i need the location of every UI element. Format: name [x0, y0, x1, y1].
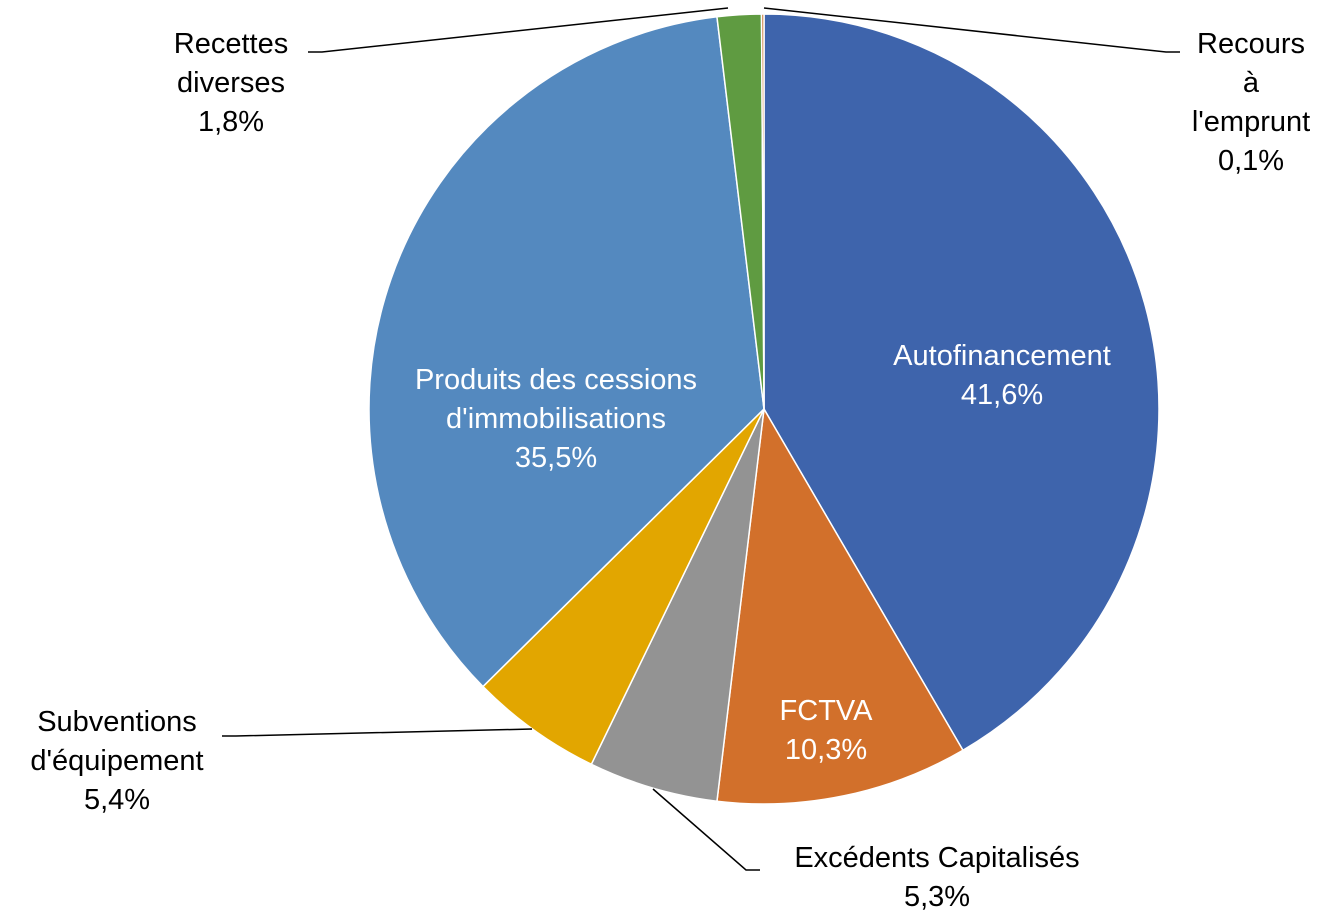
slice-label: FCTVA 10,3% — [726, 692, 926, 770]
value-label: 10,3% — [784, 734, 868, 766]
slice — [716, 406, 964, 805]
slice — [481, 408, 765, 766]
slice-label: Recours à l'emprunt 0,1% — [1191, 25, 1311, 181]
category-label: Autofinancement — [893, 340, 1111, 372]
value-label: 0,1% — [1217, 145, 1285, 177]
category-label: Excédents Capitalisés — [794, 842, 1080, 874]
slice — [368, 15, 765, 688]
leader-line — [763, 7, 1180, 53]
leader-line — [308, 7, 729, 53]
slices — [368, 13, 1160, 805]
value-label: 5,4% — [83, 784, 151, 816]
leader-line — [652, 788, 760, 871]
slice-label: Subventions d'équipement 5,4% — [2, 703, 232, 820]
category-label: FCTVA — [779, 695, 873, 727]
slice-label: Recettes diverses 1,8% — [151, 25, 311, 142]
slice — [760, 13, 765, 410]
category-label: Subventions d'équipement — [30, 706, 204, 777]
slice-label: Produits des cessions d'immobilisations 3… — [371, 361, 741, 478]
category-label: Recettes diverses — [173, 28, 289, 99]
category-label: Recours à l'emprunt — [1191, 28, 1311, 138]
slice-label: Autofinancement 41,6% — [842, 337, 1162, 415]
value-label: 35,5% — [514, 442, 598, 474]
value-label: 1,8% — [197, 106, 265, 138]
category-label: Produits des cessions d'immobilisations — [414, 364, 698, 435]
leader-lines — [222, 7, 1180, 871]
value-label: 41,6% — [960, 379, 1044, 411]
slice — [763, 13, 1160, 752]
value-label: 5,3% — [903, 881, 971, 913]
slice-label: Excédents Capitalisés 5,3% — [737, 839, 1137, 917]
leader-line — [222, 728, 533, 737]
